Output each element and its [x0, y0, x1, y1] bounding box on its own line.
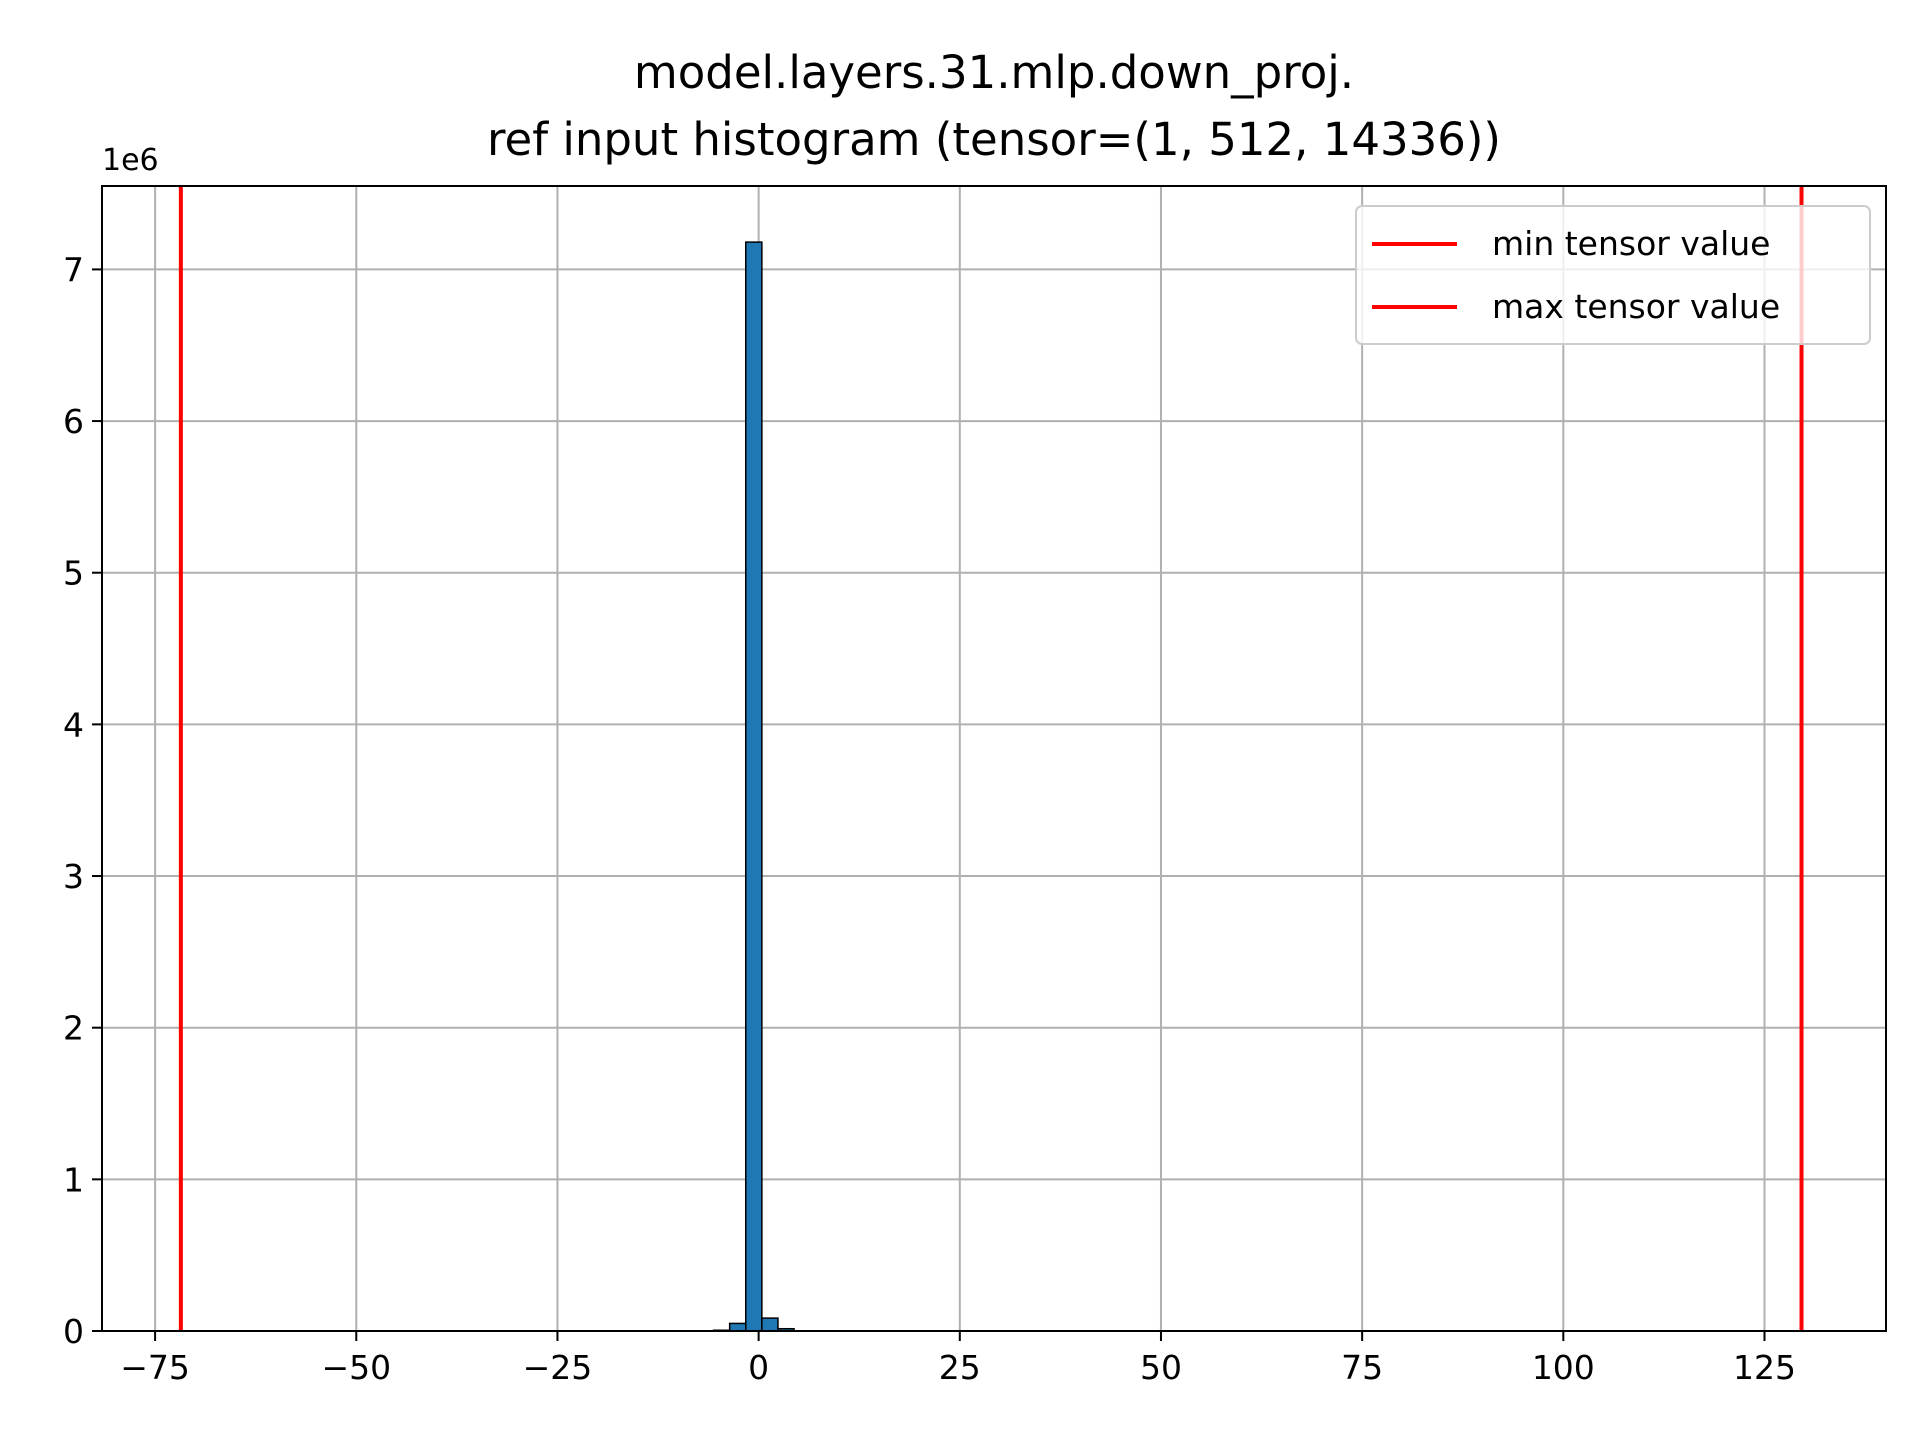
- x-tick-label: 25: [939, 1348, 981, 1387]
- plot-frame: [101, 185, 1887, 1332]
- y-tick-label: 1: [63, 1160, 84, 1199]
- x-tick-label: 75: [1341, 1348, 1383, 1387]
- y-tick-label: 6: [63, 402, 84, 441]
- chart-title-line1: model.layers.31.mlp.down_proj.: [634, 46, 1354, 99]
- histogram-bar: [745, 241, 763, 1332]
- chart-title-line2: ref input histogram (tensor=(1, 512, 143…: [487, 113, 1501, 166]
- x-tick-label: 50: [1140, 1348, 1182, 1387]
- y-tick-label: 7: [63, 250, 84, 289]
- y-tick-label: 2: [63, 1009, 84, 1048]
- y-tick-label: 4: [63, 705, 84, 744]
- legend-box: [1355, 205, 1871, 345]
- legend: min tensor value max tensor value: [1355, 205, 1871, 345]
- x-tick-label: 100: [1532, 1348, 1595, 1387]
- x-tick-label: −50: [321, 1348, 391, 1387]
- y-tick-label: 0: [63, 1312, 84, 1351]
- reference-lines: [178, 186, 1804, 1331]
- y-tick-label: 5: [63, 554, 84, 593]
- x-tick-label: −75: [120, 1348, 190, 1387]
- histogram-bar: [761, 1317, 779, 1332]
- x-tick-label: 0: [748, 1348, 769, 1387]
- legend-label: min tensor value: [1492, 224, 1770, 263]
- legend-label: max tensor value: [1492, 287, 1780, 326]
- y-axis-offset-label: 1e6: [102, 143, 159, 178]
- axis-ticks: −75 −50 −25 0 25 50 75 100 125 0 1 2 3 4 5 6 7: [63, 250, 1796, 1387]
- x-tick-label: −25: [523, 1348, 593, 1387]
- histogram-bar: [728, 1322, 747, 1332]
- x-tick-label: 125: [1733, 1348, 1796, 1387]
- y-tick-label: 3: [63, 857, 84, 896]
